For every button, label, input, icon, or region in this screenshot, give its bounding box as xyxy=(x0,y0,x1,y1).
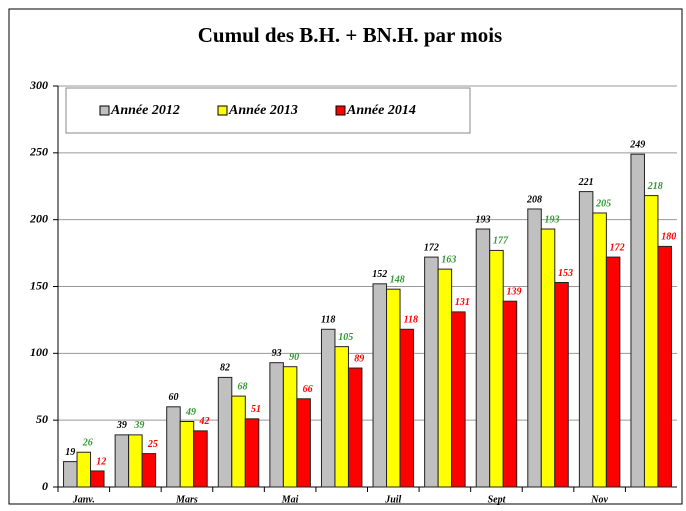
bar xyxy=(141,453,157,488)
bar xyxy=(76,451,92,488)
bar xyxy=(437,268,453,488)
value-label: 172 xyxy=(610,242,625,253)
bar xyxy=(592,212,607,488)
legend-swatch xyxy=(335,105,346,116)
value-label: 131 xyxy=(455,297,470,308)
bar xyxy=(244,418,260,488)
y-tick-label: 150 xyxy=(30,278,48,292)
legend-swatch xyxy=(217,105,228,116)
value-label: 118 xyxy=(321,315,335,326)
x-tick-label: Juil xyxy=(384,494,401,505)
bar xyxy=(166,406,181,488)
value-label: 105 xyxy=(338,332,353,343)
value-label: 51 xyxy=(251,404,261,415)
value-label: 163 xyxy=(441,254,456,265)
bar xyxy=(63,461,78,488)
value-label: 249 xyxy=(629,139,645,150)
value-label: 152 xyxy=(372,269,387,280)
y-tick-label: 0 xyxy=(42,479,48,493)
bar xyxy=(657,245,672,488)
value-label: 89 xyxy=(354,353,364,364)
value-label: 90 xyxy=(289,352,299,363)
value-label: 172 xyxy=(424,242,439,253)
bar xyxy=(630,153,645,488)
x-tick-label: Mai xyxy=(281,494,299,505)
bar xyxy=(605,256,621,488)
bar xyxy=(489,249,504,488)
bar xyxy=(320,328,336,488)
value-label: 221 xyxy=(578,177,594,188)
x-tick-label: Janv. xyxy=(72,494,95,505)
bar xyxy=(128,434,143,488)
value-label: 205 xyxy=(595,198,611,209)
bar xyxy=(475,228,491,488)
bar xyxy=(540,228,556,488)
bar xyxy=(282,366,298,488)
chart-title: Cumul des B.H. + BN.H. par mois xyxy=(198,23,502,47)
value-label: 39 xyxy=(116,420,127,431)
value-label: 177 xyxy=(493,236,509,247)
value-label: 49 xyxy=(185,407,196,418)
bar xyxy=(424,256,439,488)
x-tick-label: Mars xyxy=(175,494,198,505)
value-label: 39 xyxy=(133,420,144,431)
value-label: 148 xyxy=(390,274,405,285)
bar xyxy=(451,311,466,488)
value-label: 153 xyxy=(558,268,573,279)
value-label: 208 xyxy=(526,194,542,205)
y-tick-label: 250 xyxy=(29,145,48,159)
legend-swatch xyxy=(99,105,110,116)
bar xyxy=(399,328,415,488)
bar xyxy=(334,346,349,488)
value-label: 118 xyxy=(404,315,418,326)
value-label: 25 xyxy=(147,439,158,450)
y-tick-label: 300 xyxy=(29,78,48,92)
value-label: 139 xyxy=(506,287,521,298)
bar xyxy=(269,362,284,488)
bar xyxy=(90,470,105,488)
bar xyxy=(179,421,195,488)
value-label: 42 xyxy=(198,416,209,427)
bar xyxy=(386,288,401,488)
value-label: 12 xyxy=(96,456,106,467)
bar xyxy=(502,300,518,488)
y-tick-label: 100 xyxy=(30,345,48,359)
y-tick-label: 50 xyxy=(36,412,48,426)
bar xyxy=(347,367,363,488)
bar xyxy=(527,208,542,488)
legend-label: Année 2012 xyxy=(110,103,180,118)
bar xyxy=(114,434,130,488)
value-label: 82 xyxy=(220,363,230,374)
bar xyxy=(578,191,594,488)
bar xyxy=(193,430,208,488)
y-tick-label: 200 xyxy=(29,211,48,225)
bar xyxy=(217,376,233,488)
value-label: 60 xyxy=(168,392,178,403)
value-label: 193 xyxy=(475,214,490,225)
value-label: 66 xyxy=(303,384,313,395)
x-tick-label: Sept xyxy=(488,494,507,505)
value-label: 218 xyxy=(647,181,663,192)
value-label: 26 xyxy=(82,438,93,449)
x-tick-label: Nov xyxy=(590,494,608,505)
value-label: 68 xyxy=(238,381,248,392)
value-label: 93 xyxy=(272,348,282,359)
legend-label: Année 2014 xyxy=(346,103,416,118)
value-label: 193 xyxy=(545,214,560,225)
value-label: 180 xyxy=(661,232,676,243)
value-label: 19 xyxy=(65,447,75,458)
bar xyxy=(554,281,569,488)
legend-label: Année 2013 xyxy=(228,103,298,118)
bar xyxy=(372,283,388,488)
bar xyxy=(643,195,659,488)
legend-box xyxy=(65,87,471,134)
bar xyxy=(296,398,311,488)
bar xyxy=(231,395,246,488)
